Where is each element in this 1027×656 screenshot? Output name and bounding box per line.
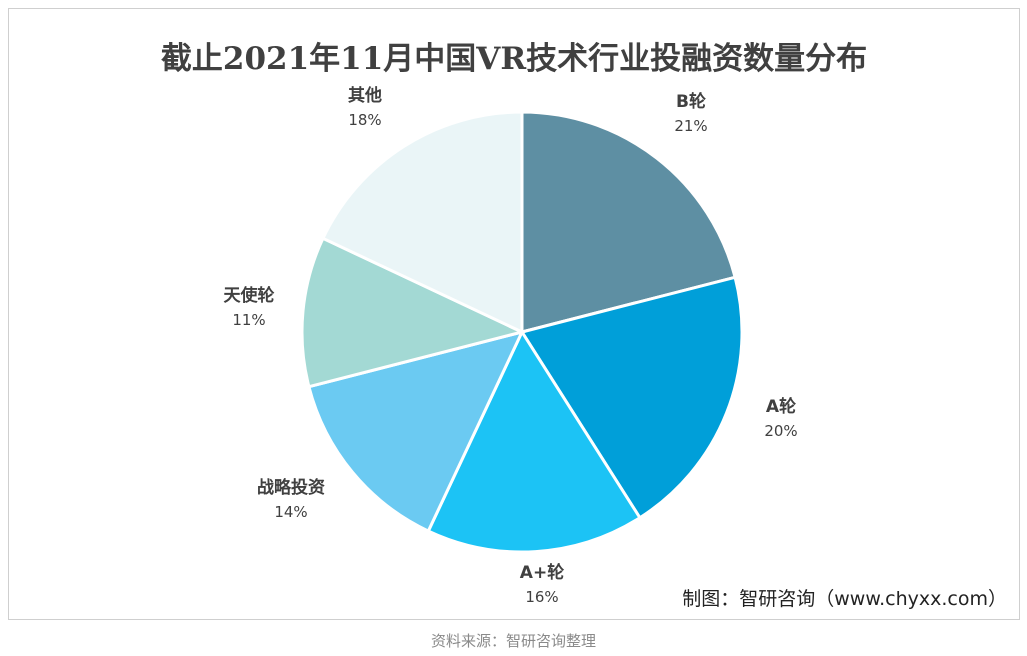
slice-value-label: 20% [764,422,797,440]
pie-slice [520,110,737,334]
pie-slice [300,236,527,389]
slice-value-label: 21% [674,117,707,135]
pie-slice [320,110,524,335]
chart-frame: 截止2021年11月中国VR技术行业投融资数量分布 B轮 21% A轮 20% A+轮 1… [8,8,1020,620]
slice-label: B轮 [676,91,706,112]
chart-title: 截止2021年11月中国VR技术行业投融资数量分布 [160,41,868,77]
slice-label: 其他 [348,85,382,106]
slice-value-label: 14% [274,503,307,521]
pie-chart: B轮 21% A轮 20% A+轮 16% 战略投资 14% 天使轮 11% 其他 18% [224,85,798,606]
slice-label: 战略投资 [257,477,325,498]
slice-label: A+轮 [520,562,564,583]
slice-value-label: 11% [232,311,265,329]
pie-slice [307,329,525,534]
chart-credit: 制图：智研咨询（www.chyxx.com） [682,588,1007,610]
pie-slice [519,275,744,520]
pie-slice [426,328,642,554]
slice-value-label: 18% [348,111,381,129]
slice-label: 天使轮 [224,285,275,306]
source-note: 资料来源：智研咨询整理 [430,632,596,650]
slice-value-label: 16% [525,588,558,606]
slice-label: A轮 [766,396,796,417]
